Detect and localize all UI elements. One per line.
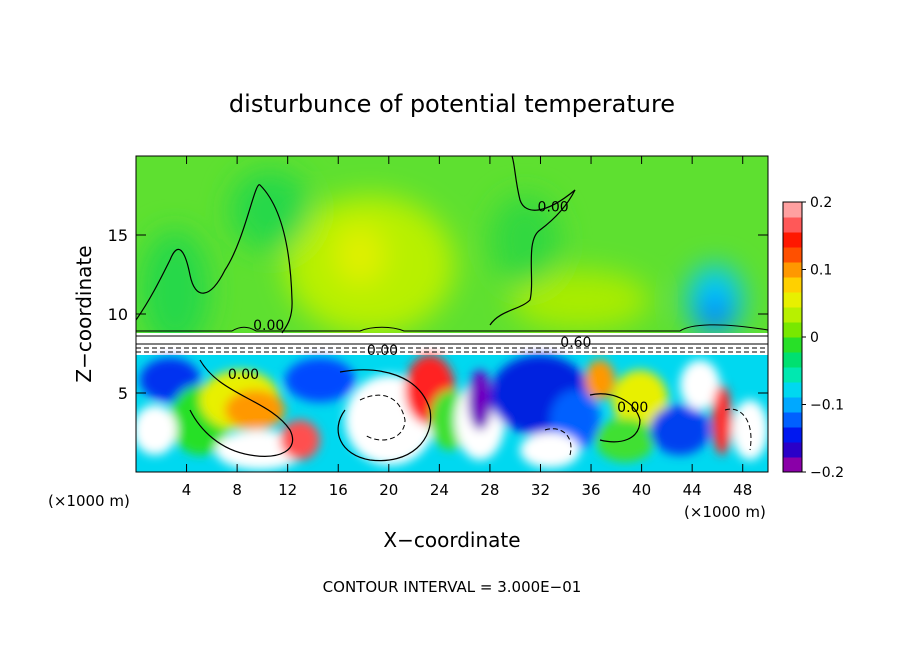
colorbar-swatch	[783, 217, 802, 233]
blob-white-far-right	[680, 360, 720, 410]
contour-label: 0.00	[228, 367, 259, 383]
contour-dashed-2	[544, 428, 572, 456]
contour-label: 0.60	[560, 335, 591, 351]
field-upper-yellow-patch-2	[510, 270, 650, 330]
colorbar-swatch	[783, 277, 802, 293]
x-tick-label: 28	[480, 481, 499, 499]
contour-lower-3	[589, 393, 641, 443]
contour-upper-left	[136, 184, 293, 334]
blob-yellow-right	[612, 370, 668, 430]
contour-band-top	[136, 324, 768, 332]
x-tick-label: 12	[278, 481, 297, 499]
colorbar-swatch	[783, 442, 802, 458]
x-tick-label: 36	[581, 481, 600, 499]
y-axis-label: Z−coordinate	[72, 245, 96, 382]
blob-blue-mid-left	[285, 358, 355, 402]
x-tick-label: 24	[430, 481, 449, 499]
plot-field	[136, 156, 768, 472]
contour-lines	[136, 156, 641, 462]
blob-purple-center	[468, 370, 492, 430]
x-tick-label: 40	[632, 481, 651, 499]
contour-band-lines	[136, 324, 768, 345]
contour-label: 0.00	[367, 343, 398, 359]
x-tick-label: 32	[531, 481, 550, 499]
x-tick-label: 48	[733, 481, 752, 499]
colorbar-swatch	[783, 457, 802, 473]
contour-interval-note: CONTOUR INTERVAL = 3.000E−01	[323, 578, 582, 596]
contour-dashed-3	[724, 408, 752, 451]
x-tick-label: 4	[182, 481, 192, 499]
contour-dashed-lines	[136, 347, 768, 456]
chart-title: disturbunce of potential temperature	[229, 90, 675, 118]
contour-label: 0.00	[538, 199, 569, 215]
x-tick-label: 20	[379, 481, 398, 499]
colorbar-tick-label: 0.2	[810, 195, 832, 211]
colorbar-swatch	[783, 397, 802, 413]
colorbar-swatch	[783, 262, 802, 278]
blob-blue-far-right	[650, 405, 710, 455]
contour-lower-2	[337, 369, 432, 462]
y-tick-label: 5	[118, 384, 128, 403]
colorbar-tick-label: 0	[810, 330, 819, 346]
colorbar-swatch	[783, 247, 802, 263]
x-tick-label: 16	[329, 481, 348, 499]
colorbar-swatch	[783, 337, 802, 353]
colorbar-swatch	[783, 382, 802, 398]
field-upper-background	[136, 156, 768, 334]
colorbar-tick-label: 0.1	[810, 263, 832, 279]
blob-magenta-mid	[280, 420, 320, 460]
colorbar-swatch	[783, 427, 802, 443]
field-upper-blue-core	[701, 300, 729, 330]
field-upper-yellow-core	[335, 225, 385, 285]
blob-white-right	[520, 432, 580, 468]
colorbar-swatch	[783, 412, 802, 428]
blob-white-left	[136, 405, 177, 455]
contour-label: 0.00	[253, 318, 284, 334]
colorbar-swatch	[783, 292, 802, 308]
contour-lower-1	[189, 359, 294, 457]
colorbar-swatch	[783, 307, 802, 323]
field-upper-green-patch-2	[230, 170, 310, 250]
colorbar-swatch	[783, 367, 802, 383]
colorbar-swatch	[783, 202, 802, 218]
contour-label-layer: 0.00 0.00 0.00 0.00 0.00 0.60	[228, 199, 648, 416]
contour-dashed-1	[359, 394, 406, 441]
field-upper-green-patch-3	[490, 195, 560, 285]
y-tick-label: 10	[108, 305, 128, 324]
colorbar-swatch	[783, 352, 802, 368]
contour-label: 0.00	[617, 400, 648, 416]
colorbar-swatch	[783, 322, 802, 338]
x-tick-label: 8	[232, 481, 242, 499]
field-upper-green-patch	[140, 230, 210, 350]
contour-upper-right	[489, 156, 576, 326]
colorbar-swatch	[783, 232, 802, 248]
x-axis-label: X−coordinate	[383, 528, 520, 552]
x-unit-left: (×1000 m)	[48, 492, 130, 510]
x-tick-label: 44	[683, 481, 702, 499]
y-tick-label: 15	[108, 226, 128, 245]
colorbar-tick-label: −0.2	[810, 465, 844, 481]
x-unit-right: (×1000 m)	[684, 503, 766, 521]
blob-red-far-right	[712, 385, 732, 455]
colorbar-tick-label: −0.1	[810, 398, 844, 414]
colorbar: 0.2 0.1 0 −0.1 −0.2	[782, 195, 844, 481]
blob-orange-left	[225, 390, 285, 430]
blob-orange-right	[585, 360, 615, 400]
